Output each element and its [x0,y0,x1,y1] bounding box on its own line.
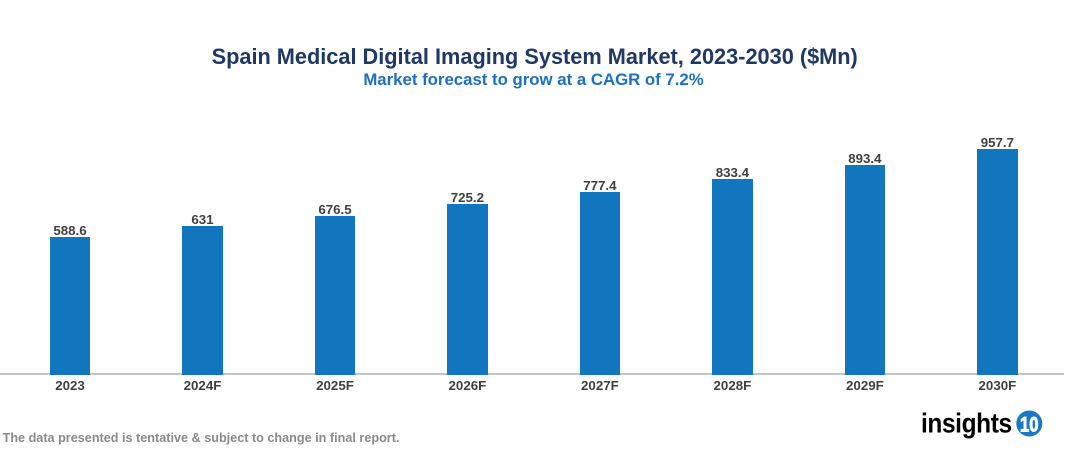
svg-text:10: 10 [1020,413,1039,436]
svg-text:insights: insights [921,407,1012,439]
